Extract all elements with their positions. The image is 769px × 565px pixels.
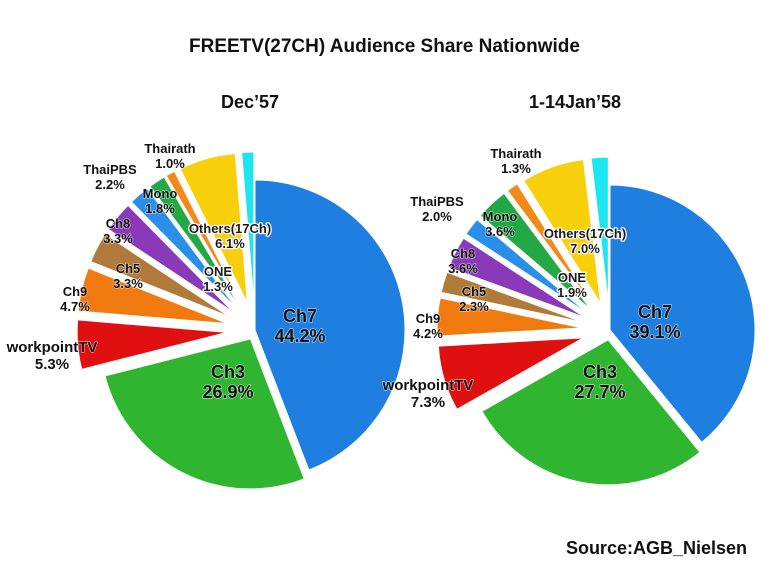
- pie-slice-workpointtv: [76, 319, 228, 370]
- data-label-ch5: Ch5 3.3%: [113, 261, 143, 291]
- pie-slice-thairath: [165, 170, 243, 306]
- pie-slice-others-17ch: [523, 159, 602, 304]
- pie-slice-ch8: [107, 204, 234, 313]
- data-label-ch9: Ch9 4.7%: [60, 284, 90, 314]
- data-label-workpointtv: workpointTV 5.3%: [6, 339, 98, 373]
- data-label-ch5: Ch5 2.3%: [459, 284, 489, 314]
- data-label-one: ONE 1.3%: [203, 264, 233, 294]
- pie-slice-ch7: [254, 179, 406, 471]
- data-label-ch7: Ch7 44.2%: [274, 306, 325, 346]
- data-label-mono: Mono 3.6%: [483, 209, 518, 239]
- data-label-ch3: Ch3 27.7%: [574, 362, 625, 402]
- pie-slice-ch5: [90, 233, 231, 318]
- data-label-mono: Mono 1.8%: [143, 186, 178, 216]
- pie-slice-ch9: [436, 297, 583, 337]
- data-label-one: ONE 1.9%: [557, 270, 587, 300]
- pie-slice-mono: [149, 176, 241, 307]
- data-label-others-17ch: Others(17Ch) 7.0%: [544, 226, 626, 256]
- pie-slice-one: [241, 151, 255, 303]
- data-label-ch3: Ch3 26.9%: [202, 362, 253, 402]
- main-title: FREETV(27CH) Audience Share Nationwide: [189, 36, 580, 57]
- pie-slice-one: [590, 156, 609, 303]
- source-label: Source:AGB_Nielsen: [565, 538, 747, 558]
- data-label-thairath: Thairath 1.3%: [490, 146, 541, 176]
- pie-slice-mono: [479, 192, 592, 310]
- pie-slice-thaipbs: [465, 218, 588, 314]
- pie-slice-ch9: [77, 267, 228, 325]
- chart-title-left: Dec’57: [220, 92, 280, 112]
- pie-slice-workpointtv: [437, 337, 584, 411]
- data-label-ch8: Ch8 3.6%: [448, 246, 478, 276]
- pie-slice-ch3: [481, 339, 701, 486]
- pie-slice-others-17ch: [179, 152, 248, 304]
- data-label-thaipbs: ThaiPBS 2.0%: [410, 194, 464, 224]
- data-label-ch8: Ch8 3.3%: [103, 216, 133, 246]
- data-label-ch9: Ch9 4.2%: [413, 311, 443, 341]
- pie-slice-ch5: [440, 271, 584, 323]
- data-label-workpointtv: workpointTV 7.3%: [382, 377, 474, 411]
- pie-slice-thairath: [506, 183, 595, 308]
- pie-slice-ch3: [104, 338, 305, 490]
- data-label-ch7: Ch7 39.1%: [629, 302, 680, 342]
- chart-title-right: 1-14Jan’58: [528, 92, 622, 112]
- data-label-thairath: Thairath 1.0%: [144, 141, 195, 171]
- data-label-others-17ch: Others(17Ch) 6.1%: [189, 221, 271, 251]
- pie-slice-ch8: [448, 237, 586, 318]
- data-label-thaipbs: ThaiPBS 2.2%: [83, 162, 137, 192]
- pie-slice-ch7: [609, 184, 756, 444]
- pie-slice-thaipbs: [130, 187, 238, 310]
